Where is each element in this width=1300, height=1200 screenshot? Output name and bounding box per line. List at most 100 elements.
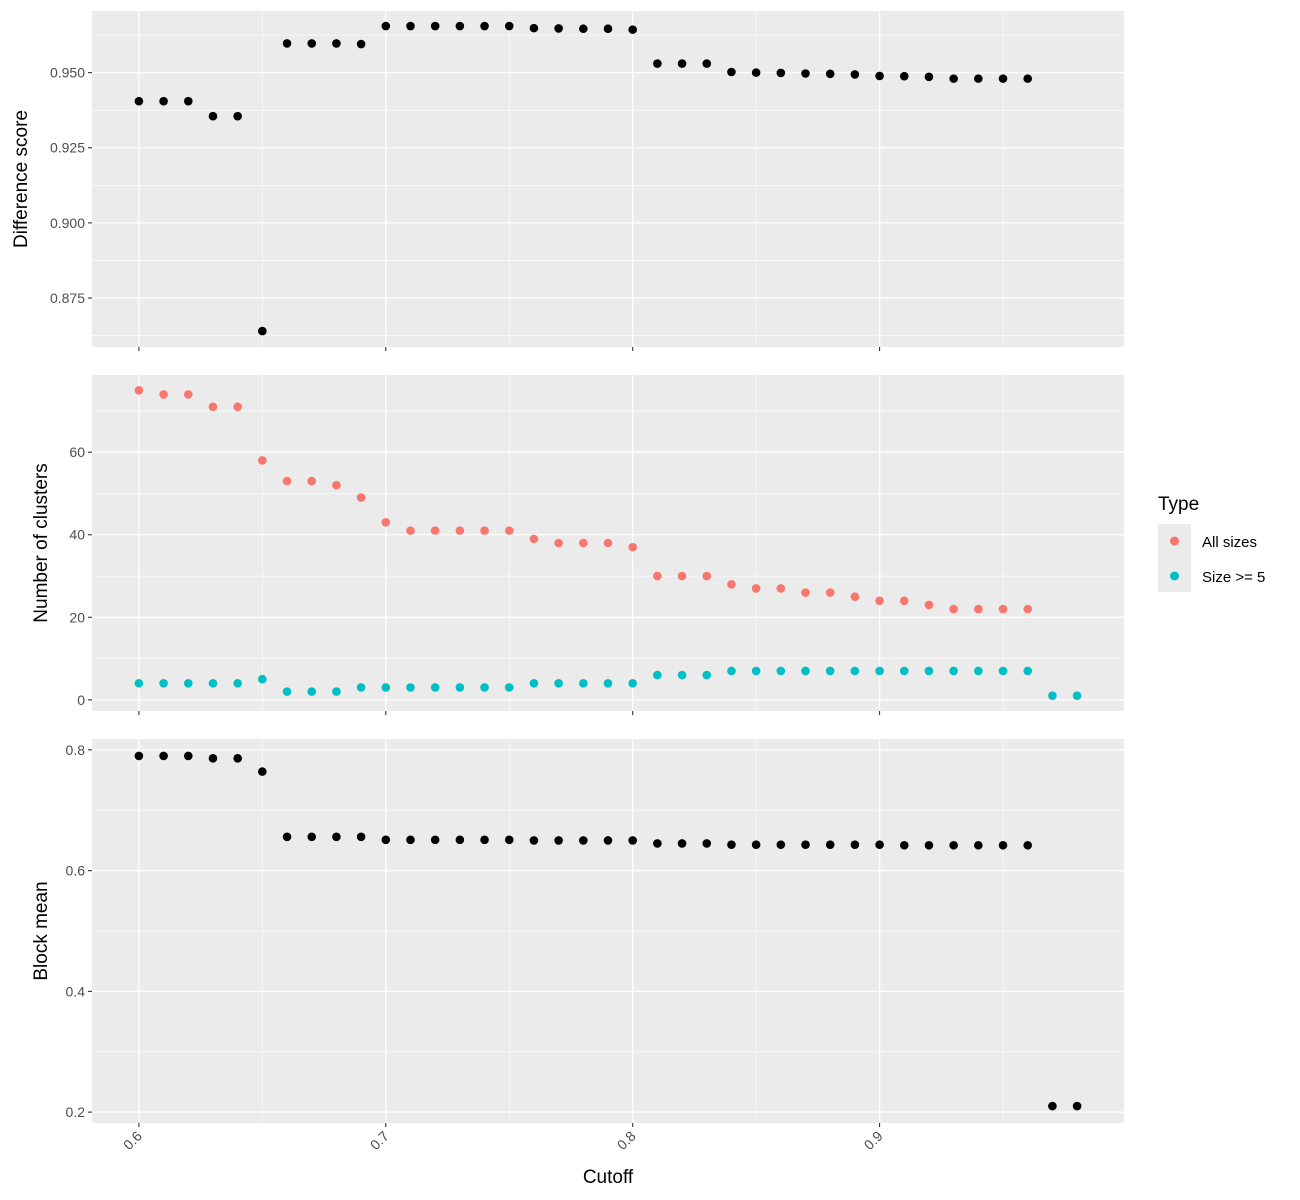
- data-point: [430, 683, 440, 692]
- data-point: [356, 832, 366, 842]
- data-point: [579, 538, 588, 548]
- data-point: [1048, 691, 1057, 701]
- data-point: [899, 71, 909, 81]
- data-point: [727, 666, 736, 676]
- data-point: [1023, 840, 1033, 850]
- data-point: [628, 836, 637, 845]
- data-point: [282, 687, 292, 696]
- data-point: [356, 39, 366, 49]
- data-point: [1072, 1101, 1082, 1111]
- data-point: [1023, 666, 1033, 676]
- data-point: [850, 840, 860, 849]
- panel-3: 0.2 0.4 0.6 0.8 Block mean: [31, 739, 1124, 1127]
- data-point: [949, 604, 958, 614]
- data-point: [258, 767, 267, 776]
- data-point: [282, 39, 292, 48]
- data-point: [406, 21, 415, 31]
- data-point: [504, 835, 514, 845]
- data-point: [208, 111, 218, 121]
- panel-1: 0.875 0.900 0.925 0.950 Difference score: [11, 11, 1124, 351]
- data-point: [998, 666, 1008, 676]
- y-tick-label: 0.8: [66, 742, 86, 758]
- x-tick-label: 0.6: [120, 1128, 145, 1153]
- data-point: [307, 832, 317, 842]
- data-point: [183, 390, 193, 399]
- x-tick-label: 0.7: [367, 1128, 392, 1153]
- data-point: [702, 59, 712, 68]
- data-point: [603, 538, 613, 548]
- data-point: [381, 21, 391, 31]
- data-point: [282, 476, 292, 486]
- data-point: [233, 754, 242, 763]
- data-point: [332, 687, 341, 696]
- y-tick-label: 20: [69, 609, 85, 625]
- x-axis-title: Cutoff: [583, 1167, 634, 1188]
- data-point: [899, 666, 909, 676]
- y-axis-title: Block mean: [31, 881, 52, 980]
- y-tick-label: 0.2: [66, 1104, 86, 1120]
- data-point: [233, 402, 242, 412]
- data-point: [825, 69, 835, 79]
- x-tick-label: 0.8: [614, 1128, 639, 1153]
- data-point: [751, 666, 761, 676]
- y-tick-label: 0.875: [50, 290, 85, 306]
- data-point: [677, 59, 687, 68]
- y-tick-label: 0.925: [50, 140, 85, 156]
- data-point: [924, 600, 934, 610]
- data-point: [307, 39, 317, 48]
- data-point: [579, 836, 588, 845]
- data-point: [776, 840, 786, 849]
- data-point: [554, 836, 563, 845]
- y-tick-label: 0.6: [66, 863, 86, 879]
- data-point: [875, 666, 884, 676]
- series-1: [134, 385, 1033, 614]
- data-point: [949, 666, 958, 676]
- data-point: [603, 836, 613, 845]
- data-point: [455, 835, 465, 845]
- y-tick-label: 0.4: [66, 983, 86, 999]
- data-point: [1072, 691, 1082, 701]
- data-point: [406, 526, 415, 535]
- data-point: [998, 74, 1008, 83]
- data-point: [529, 534, 539, 544]
- data-point: [1023, 604, 1033, 614]
- data-point: [727, 840, 736, 849]
- data-point: [258, 326, 267, 336]
- y-axis-title: Number of clusters: [31, 463, 52, 622]
- data-point: [628, 679, 637, 688]
- data-point: [480, 683, 489, 692]
- data-point: [974, 840, 983, 850]
- data-point: [776, 68, 786, 78]
- data-point: [430, 21, 440, 31]
- data-point: [208, 402, 218, 412]
- data-point: [924, 72, 934, 82]
- data-point: [282, 832, 292, 842]
- data-point: [480, 526, 489, 535]
- data-point: [554, 679, 563, 688]
- data-point: [381, 835, 391, 845]
- data-point: [579, 24, 588, 34]
- data-point: [653, 839, 662, 848]
- data-point: [653, 670, 662, 680]
- data-point: [159, 679, 168, 688]
- data-point: [825, 840, 835, 849]
- data-point: [949, 74, 958, 83]
- data-point: [307, 476, 317, 486]
- data-point: [208, 754, 218, 763]
- data-point: [455, 526, 465, 535]
- series-1: [134, 21, 1033, 336]
- data-point: [850, 666, 860, 676]
- data-point: [974, 604, 983, 614]
- data-point: [504, 21, 514, 31]
- data-point: [1048, 1101, 1057, 1111]
- data-point: [381, 518, 391, 527]
- panel-2: 0 20 40 60 Number of clusters: [31, 375, 1124, 715]
- data-point: [579, 679, 588, 688]
- data-point: [677, 839, 687, 848]
- data-point: [702, 571, 712, 581]
- data-point: [998, 604, 1008, 614]
- data-point: [258, 674, 267, 684]
- legend-key-size-ge-5: [1170, 571, 1179, 581]
- series-1: [134, 751, 1082, 1111]
